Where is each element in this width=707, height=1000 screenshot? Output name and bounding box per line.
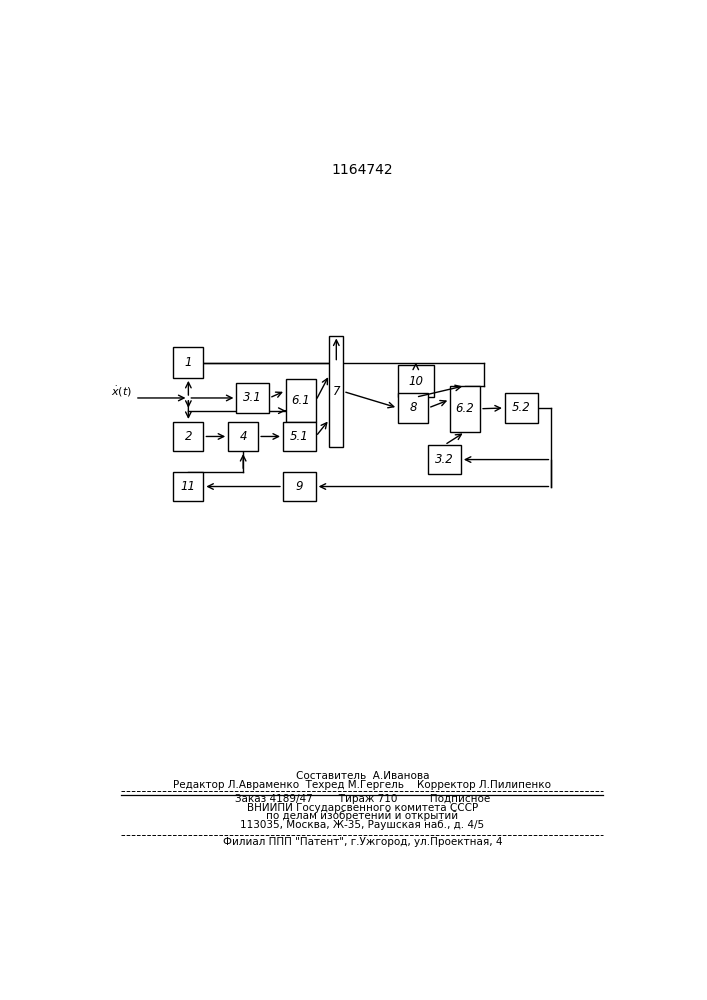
Text: 1: 1 (185, 356, 192, 369)
Bar (283, 472, 316, 501)
Text: 10: 10 (408, 375, 423, 388)
Bar (283, 422, 316, 451)
Text: 7: 7 (332, 385, 340, 398)
Bar (173, 422, 204, 451)
Text: 6.1: 6.1 (291, 394, 310, 407)
Bar (398, 393, 428, 423)
Text: 3.2: 3.2 (435, 453, 454, 466)
Text: 9: 9 (296, 480, 303, 493)
Bar (450, 386, 480, 432)
Bar (286, 379, 316, 422)
Text: 5.1: 5.1 (290, 430, 309, 443)
Text: Редактор Л.Авраменко  Техред М.Гергель    Корректор Л.Пилипенко: Редактор Л.Авраменко Техред М.Гергель Ко… (173, 780, 551, 790)
Bar (228, 422, 258, 451)
Text: 8: 8 (409, 401, 416, 414)
Text: Составитель  А.Иванова: Составитель А.Иванова (296, 771, 429, 781)
Text: 11: 11 (181, 480, 196, 493)
Text: 1164742: 1164742 (332, 163, 393, 177)
Text: $\dot{x}(t)$: $\dot{x}(t)$ (111, 385, 132, 399)
Bar (505, 393, 538, 423)
Text: Филиал ППП "Патент", г.Ужгород, ул.Проектная, 4: Филиал ППП "Патент", г.Ужгород, ул.Проек… (223, 837, 502, 847)
Bar (236, 383, 269, 413)
Bar (398, 365, 433, 397)
Text: 4: 4 (240, 430, 247, 443)
Text: Заказ 4189/47        Тираж 710          Подписное: Заказ 4189/47 Тираж 710 Подписное (235, 794, 490, 804)
Text: 2: 2 (185, 430, 192, 443)
Bar (329, 336, 343, 447)
Text: 6.2: 6.2 (456, 402, 474, 415)
Bar (173, 472, 204, 501)
Bar (428, 445, 461, 474)
Text: по делам изобретений и открытий: по делам изобретений и открытий (267, 811, 458, 821)
Text: 3.1: 3.1 (243, 391, 262, 404)
Text: 113035, Москва, Ж-35, Раушская наб., д. 4/5: 113035, Москва, Ж-35, Раушская наб., д. … (240, 820, 484, 830)
Bar (173, 347, 204, 378)
Text: ВНИИПИ Государсвенного комитета СССР: ВНИИПИ Государсвенного комитета СССР (247, 803, 478, 813)
Text: 5.2: 5.2 (512, 401, 531, 414)
